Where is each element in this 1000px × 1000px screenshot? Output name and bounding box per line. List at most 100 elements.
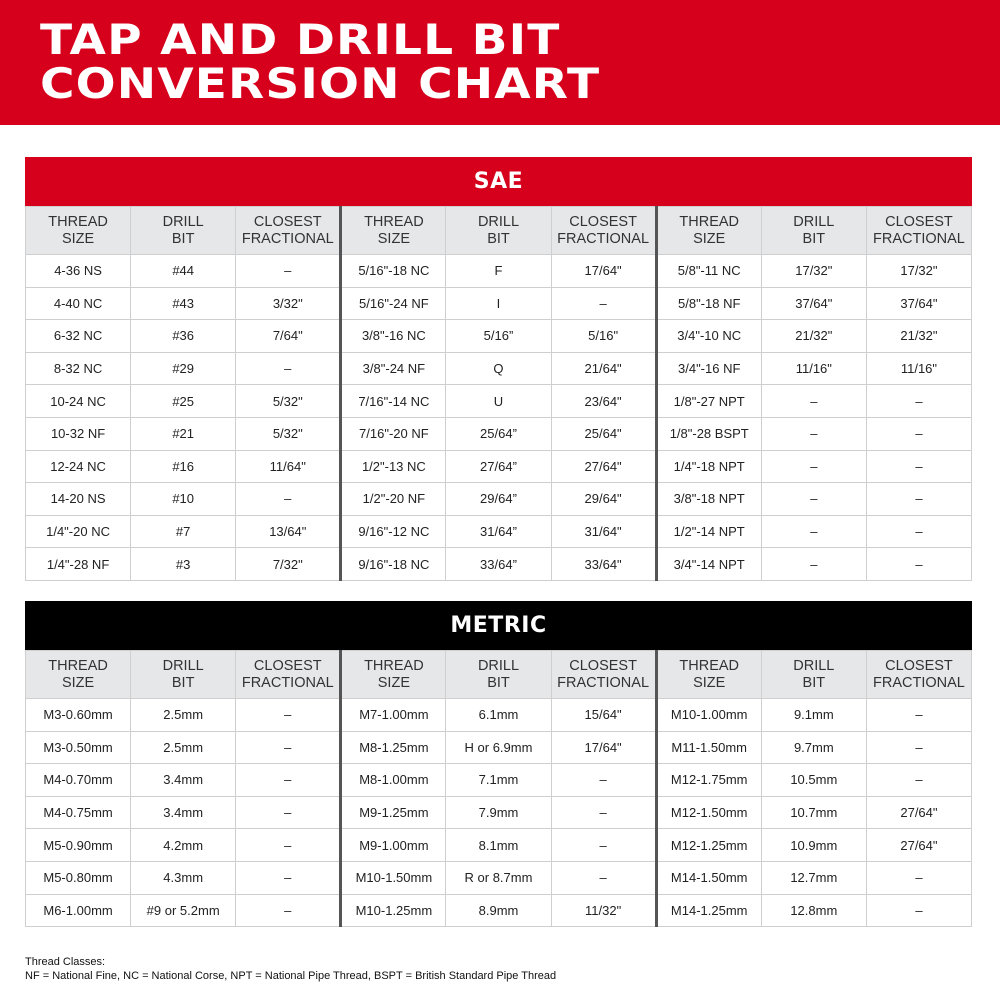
table-cell: 5/16"-18 NC bbox=[339, 254, 447, 288]
table-cell: 1/8"-27 NPT bbox=[654, 384, 762, 418]
table-row: M4-0.75mm 3.4mm – M9-1.25mm 7.9mm – M12-1.50mm… bbox=[24, 795, 973, 830]
column-header: CLOSEST FRACTIONAL bbox=[550, 206, 657, 255]
table-cell: M9-1.00mm bbox=[339, 828, 447, 862]
table-cell: M5-0.80mm bbox=[24, 860, 132, 895]
column-header: THREAD SIZE bbox=[24, 206, 132, 255]
table-cell: – bbox=[865, 449, 973, 484]
table-cell: 9/16"-12 NC bbox=[339, 514, 447, 549]
table-cell: 4-36 NS bbox=[24, 254, 132, 288]
table-cell: 9.1mm bbox=[760, 698, 867, 732]
column-header: THREAD SIZE bbox=[24, 650, 132, 699]
table-row: M3-0.60mm 2.5mm – M7-1.00mm 6.1mm 15/64" M10-1… bbox=[24, 698, 973, 732]
table-cell: 15/64" bbox=[550, 698, 657, 732]
table-cell: – bbox=[865, 547, 973, 581]
table-cell: – bbox=[865, 698, 973, 732]
table-row: 14-20 NS #10–1/2"-20 NF 29/64” 29/64" 3/8"-1… bbox=[24, 482, 973, 516]
table-cell: – bbox=[235, 795, 342, 830]
table-cell: #29 bbox=[130, 351, 237, 386]
table-cell: 25/64” bbox=[445, 416, 552, 451]
column-header: THREAD SIZE bbox=[339, 206, 447, 255]
table-cell: – bbox=[760, 547, 867, 581]
table-row: 1/4"-28 NF #3 7/32" 9/16"-18 NC 33/64” 33/64"… bbox=[24, 547, 973, 581]
table-cell: 2.5mm bbox=[130, 730, 237, 765]
column-header-line: THREAD bbox=[679, 657, 740, 674]
table-cell: – bbox=[865, 860, 973, 895]
table-cell: – bbox=[235, 482, 342, 516]
table-row: M5-0.80mm 4.3mm – M10-1.50mm R or 8.7mm – M14-… bbox=[24, 860, 973, 895]
table-cell: 5/32" bbox=[235, 416, 342, 451]
table-cell: 10-32 NF bbox=[24, 416, 132, 451]
table-cell: 1/4"-20 NC bbox=[24, 514, 132, 549]
column-header-line: BIT bbox=[171, 674, 195, 691]
table-cell: 31/64" bbox=[550, 514, 657, 549]
column-header-line: CLOSEST bbox=[885, 213, 953, 230]
footnote-text: NF = National Fine, NC = National Corse,… bbox=[25, 970, 557, 982]
column-header-line: DRILL bbox=[162, 213, 204, 230]
table-cell: I bbox=[445, 286, 552, 321]
table-cell: 10-24 NC bbox=[24, 384, 132, 418]
table-cell: 11/16" bbox=[760, 351, 867, 386]
table-cell: – bbox=[235, 828, 342, 862]
table-cell: #7 bbox=[130, 514, 237, 549]
table-cell: 5/16"-24 NF bbox=[339, 286, 447, 321]
table-cell: M8-1.25mm bbox=[339, 730, 447, 765]
table-cell: 6-32 NC bbox=[24, 319, 132, 353]
column-header-line: FRACTIONAL bbox=[557, 230, 650, 247]
column-header-line: DRILL bbox=[793, 657, 835, 674]
column-header: DRILL BIT bbox=[760, 206, 867, 255]
table-cell: 33/64” bbox=[445, 547, 552, 581]
column-header: DRILL BIT bbox=[130, 206, 237, 255]
column-header-line: DRILL bbox=[477, 657, 520, 674]
table-cell: 3.4mm bbox=[130, 795, 237, 830]
column-header: THREAD SIZE bbox=[339, 650, 447, 699]
table-cell: M12-1.50mm bbox=[654, 795, 762, 830]
column-header-line: FRACTIONAL bbox=[873, 674, 965, 691]
table-cell: – bbox=[235, 698, 342, 732]
table-cell: – bbox=[760, 514, 867, 549]
column-header: CLOSEST FRACTIONAL bbox=[235, 650, 342, 699]
table-cell: M14-1.50mm bbox=[654, 860, 762, 895]
table-cell: 13/64" bbox=[235, 514, 342, 549]
table-cell: 17/32" bbox=[760, 254, 867, 288]
table-cell: – bbox=[865, 893, 973, 928]
table-cell: M4-0.70mm bbox=[24, 763, 132, 797]
column-header-line: THREAD bbox=[364, 657, 424, 674]
table-cell: 17/64" bbox=[550, 254, 657, 288]
table-cell: – bbox=[865, 482, 973, 516]
table-cell: M12-1.75mm bbox=[654, 763, 762, 797]
table-cell: 5/8"-18 NF bbox=[654, 286, 762, 321]
column-header-line: DRILL bbox=[793, 213, 835, 230]
table-row: 1/4"-20 NC #7 13/64" 9/16"-12 NC 31/64” 31/64… bbox=[24, 514, 973, 549]
column-header-line: FRACTIONAL bbox=[557, 674, 650, 691]
table-cell: 1/4"-18 NPT bbox=[654, 449, 762, 484]
table-cell: M10-1.00mm bbox=[654, 698, 762, 732]
table-cell: 17/32" bbox=[865, 254, 973, 288]
column-header-line: CLOSEST bbox=[569, 213, 637, 230]
table-cell: #9 or 5.2mm bbox=[130, 893, 237, 928]
table-cell: 3/4"-16 NF bbox=[654, 351, 762, 386]
table-cell: 10.9mm bbox=[760, 828, 867, 862]
table-cell: – bbox=[865, 763, 973, 797]
table-cell: – bbox=[235, 351, 342, 386]
title-line-2: CONVERSION CHART bbox=[40, 59, 601, 108]
table-cell: 8.9mm bbox=[445, 893, 552, 928]
column-header-line: FRACTIONAL bbox=[873, 230, 965, 247]
column-header-line: BIT bbox=[802, 674, 826, 691]
column-header-line: SIZE bbox=[377, 674, 410, 691]
column-header: THREAD SIZE bbox=[654, 650, 762, 699]
footnote: Thread Classes: NF = National Fine, NC =… bbox=[25, 955, 556, 983]
table-cell: 21/32" bbox=[760, 319, 867, 353]
column-header: DRILL BIT bbox=[760, 650, 867, 699]
column-header: DRILL BIT bbox=[130, 650, 237, 699]
table-cell: H or 6.9mm bbox=[445, 730, 552, 765]
table-cell: #3 bbox=[130, 547, 237, 581]
table-cell: 37/64" bbox=[760, 286, 867, 321]
table-cell: U bbox=[445, 384, 552, 418]
table-cell: 4.3mm bbox=[130, 860, 237, 895]
table-row: 10-24 NC #25 5/32" 7/16"-14 NC U 23/64" 1/8"-2… bbox=[24, 384, 973, 418]
table-cell: 1/4"-28 NF bbox=[24, 547, 132, 581]
header-row: THREAD SIZE DRILL BIT CLOSEST FRACTIONAL THREA… bbox=[24, 650, 973, 699]
column-header: CLOSEST FRACTIONAL bbox=[865, 206, 973, 255]
table-cell: F bbox=[445, 254, 552, 288]
sae-section: SAE THREAD SIZE DRILL BIT CLOSEST FRACTIONAL T… bbox=[24, 157, 973, 581]
